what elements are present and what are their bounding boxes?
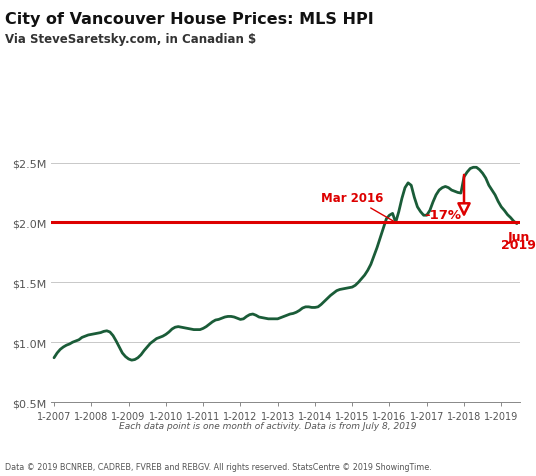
Text: 2019: 2019 xyxy=(501,238,536,251)
Text: Via SteveSaretsky.com, in Canadian $: Via SteveSaretsky.com, in Canadian $ xyxy=(5,33,257,46)
Text: City of Vancouver House Prices: MLS HPI: City of Vancouver House Prices: MLS HPI xyxy=(5,12,374,27)
Text: Each data point is one month of activity. Data is from July 8, 2019: Each data point is one month of activity… xyxy=(119,421,417,430)
Text: Data © 2019 BCNREB, CADREB, FVREB and REBGV. All rights reserved. StatsCentre © : Data © 2019 BCNREB, CADREB, FVREB and RE… xyxy=(5,462,432,471)
Text: Jun: Jun xyxy=(507,230,530,243)
Text: -17%: -17% xyxy=(424,208,461,221)
Text: Mar 2016: Mar 2016 xyxy=(321,191,393,221)
